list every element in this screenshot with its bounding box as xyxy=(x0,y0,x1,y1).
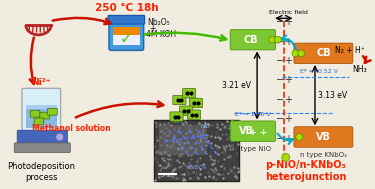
Bar xyxy=(159,125,207,155)
Text: +: + xyxy=(284,36,292,46)
FancyBboxPatch shape xyxy=(294,43,353,64)
FancyBboxPatch shape xyxy=(183,88,196,98)
FancyBboxPatch shape xyxy=(48,108,57,115)
Bar xyxy=(26,107,57,128)
FancyBboxPatch shape xyxy=(109,17,144,50)
FancyBboxPatch shape xyxy=(30,110,40,117)
Bar xyxy=(113,27,140,35)
Text: −: − xyxy=(276,114,284,124)
Text: +: + xyxy=(284,56,292,66)
Circle shape xyxy=(298,50,304,57)
Text: p type NiO: p type NiO xyxy=(234,146,272,152)
Text: −: − xyxy=(276,17,284,27)
Text: +: + xyxy=(284,95,292,105)
Text: Eᵠ = 1.06 V: Eᵠ = 1.06 V xyxy=(236,112,271,117)
Text: 5 nm: 5 nm xyxy=(160,173,173,178)
Bar xyxy=(154,120,239,181)
Text: 4M KOH: 4M KOH xyxy=(146,30,176,39)
FancyBboxPatch shape xyxy=(17,130,68,144)
Text: 250 °C 18h: 250 °C 18h xyxy=(94,3,158,13)
Text: KNbO₃: KNbO₃ xyxy=(187,165,207,170)
FancyBboxPatch shape xyxy=(22,88,61,131)
Text: VB: VB xyxy=(316,132,331,142)
Text: Electric field: Electric field xyxy=(269,10,308,15)
Text: +: + xyxy=(284,134,292,144)
Text: −: − xyxy=(276,134,284,144)
Text: −: − xyxy=(276,75,284,85)
Text: Nb₂O₅: Nb₂O₅ xyxy=(148,18,170,27)
Text: Ni²⁺: Ni²⁺ xyxy=(32,78,51,87)
Text: N₂ + H⁺: N₂ + H⁺ xyxy=(335,46,365,55)
Text: Methanol solution: Methanol solution xyxy=(32,124,111,133)
Bar xyxy=(26,105,57,109)
Text: + +: + + xyxy=(249,128,268,137)
Circle shape xyxy=(282,153,290,161)
Text: 3.21 eV: 3.21 eV xyxy=(222,81,251,90)
FancyBboxPatch shape xyxy=(34,118,44,125)
Text: +: + xyxy=(284,75,292,85)
Text: −: − xyxy=(276,56,284,66)
Circle shape xyxy=(292,50,299,57)
Text: NiO: NiO xyxy=(201,124,211,129)
FancyBboxPatch shape xyxy=(170,112,183,121)
Text: 3.13 eV: 3.13 eV xyxy=(318,91,347,100)
FancyBboxPatch shape xyxy=(180,106,193,115)
Circle shape xyxy=(56,133,63,141)
Text: +: + xyxy=(150,24,156,33)
FancyBboxPatch shape xyxy=(189,98,202,108)
Text: NH₃: NH₃ xyxy=(352,65,367,74)
Text: −: − xyxy=(276,36,284,46)
FancyBboxPatch shape xyxy=(14,143,70,153)
Text: ✓: ✓ xyxy=(120,31,133,46)
FancyBboxPatch shape xyxy=(188,110,201,119)
Circle shape xyxy=(269,36,276,43)
Text: Eᵠ = -0.52 V: Eᵠ = -0.52 V xyxy=(300,69,338,74)
FancyBboxPatch shape xyxy=(230,29,276,50)
Text: VB: VB xyxy=(239,126,254,136)
Text: p-NiO/n-KNbO₃
heterojunction: p-NiO/n-KNbO₃ heterojunction xyxy=(265,160,346,182)
Text: CB: CB xyxy=(316,48,331,58)
FancyBboxPatch shape xyxy=(40,112,50,119)
Text: n type KNbO₃: n type KNbO₃ xyxy=(300,152,347,158)
FancyBboxPatch shape xyxy=(108,15,145,24)
Text: Photodeposition
process: Photodeposition process xyxy=(7,162,75,182)
Text: +: + xyxy=(284,114,292,124)
FancyBboxPatch shape xyxy=(294,127,353,147)
Text: −: − xyxy=(276,95,284,105)
Circle shape xyxy=(296,134,303,140)
FancyBboxPatch shape xyxy=(173,95,186,105)
Text: +: + xyxy=(284,17,292,27)
Bar xyxy=(113,35,140,45)
Circle shape xyxy=(274,36,281,43)
Text: CB: CB xyxy=(243,35,258,45)
FancyBboxPatch shape xyxy=(230,121,276,141)
